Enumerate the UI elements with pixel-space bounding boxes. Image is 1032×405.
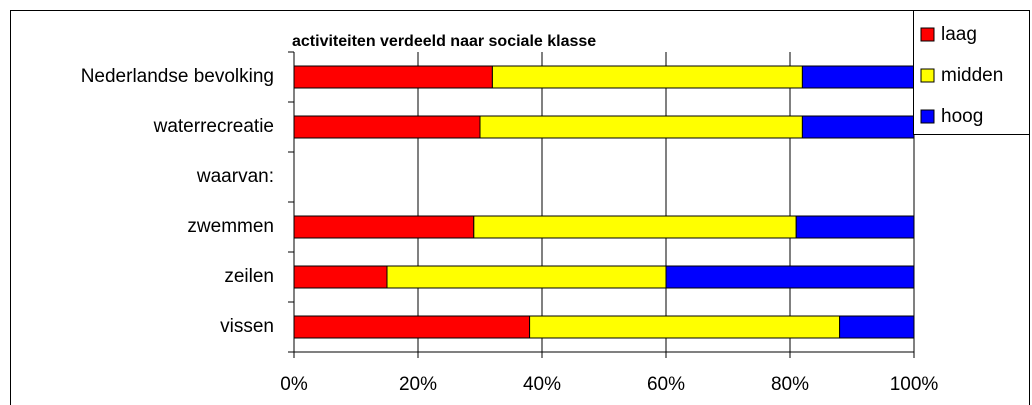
y-tick-label: waterrecreatie (153, 116, 274, 137)
y-tick-label: Nederlandse bevolking (81, 66, 274, 87)
bar-segment (386, 265, 667, 289)
y-tick-label: vissen (220, 316, 274, 337)
bar-segment (293, 215, 475, 239)
bar-segment (801, 65, 915, 89)
y-tick-label: zeilen (224, 266, 274, 287)
legend-swatch (920, 109, 935, 124)
bar-segment (839, 315, 915, 339)
bar-segment (293, 265, 388, 289)
bar-segment (293, 315, 531, 339)
x-tick-label: 0% (280, 374, 308, 395)
legend-swatch (920, 27, 935, 42)
bar-segment (473, 215, 797, 239)
x-tick-label: 20% (399, 374, 437, 395)
y-tick-label: waarvan: (196, 166, 274, 187)
chart-title: activiteiten verdeeld naar sociale klass… (292, 33, 596, 50)
legend-label: hoog (941, 106, 983, 127)
y-tick-label: zwemmen (187, 216, 274, 237)
x-tick-label: 60% (647, 374, 685, 395)
bar-segment (293, 115, 481, 139)
x-tick-label: 100% (890, 374, 939, 395)
bar-segment (795, 215, 915, 239)
x-tick-label: 40% (523, 374, 561, 395)
bar-segment (491, 65, 803, 89)
bar-segment (293, 65, 493, 89)
legend-label: midden (941, 65, 1003, 86)
bar-segment (529, 315, 841, 339)
bar-segment (801, 115, 915, 139)
legend-swatch (920, 68, 935, 83)
x-tick-label: 80% (771, 374, 809, 395)
bar-segment (479, 115, 803, 139)
bar-segment (665, 265, 915, 289)
legend-label: laag (941, 24, 977, 45)
